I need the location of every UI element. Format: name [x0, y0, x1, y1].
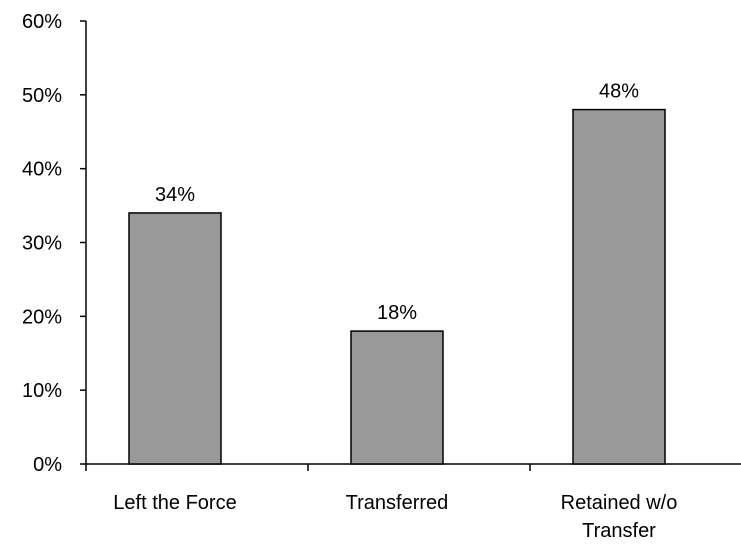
data-label: 48% — [599, 81, 639, 103]
data-label: 34% — [155, 184, 195, 206]
x-axis: Left the Force Transferred Retained w/o Tra… — [85, 463, 741, 542]
category-label: Transferred — [346, 492, 449, 514]
data-label: 18% — [377, 302, 417, 324]
y-tick-label: 50% — [22, 85, 62, 107]
bars — [128, 108, 666, 465]
y-tick-label: 10% — [22, 380, 62, 402]
category-label: Retained w/o — [561, 492, 678, 514]
y-tick-label: 60% — [22, 11, 62, 33]
category-label: Transfer — [582, 520, 656, 540]
y-tick-label: 20% — [22, 306, 62, 328]
y-tick-label: 40% — [22, 159, 62, 181]
data-labels: 34% 18% 48% — [155, 81, 639, 325]
bar — [350, 330, 444, 465]
bar — [128, 212, 222, 465]
y-axis: 0% 10% 20% 30% 40% 50% 60% — [22, 11, 87, 476]
bar — [572, 108, 666, 465]
y-tick-label: 30% — [22, 233, 62, 255]
y-tick-label: 0% — [33, 454, 62, 476]
category-label: Left the Force — [113, 492, 236, 514]
